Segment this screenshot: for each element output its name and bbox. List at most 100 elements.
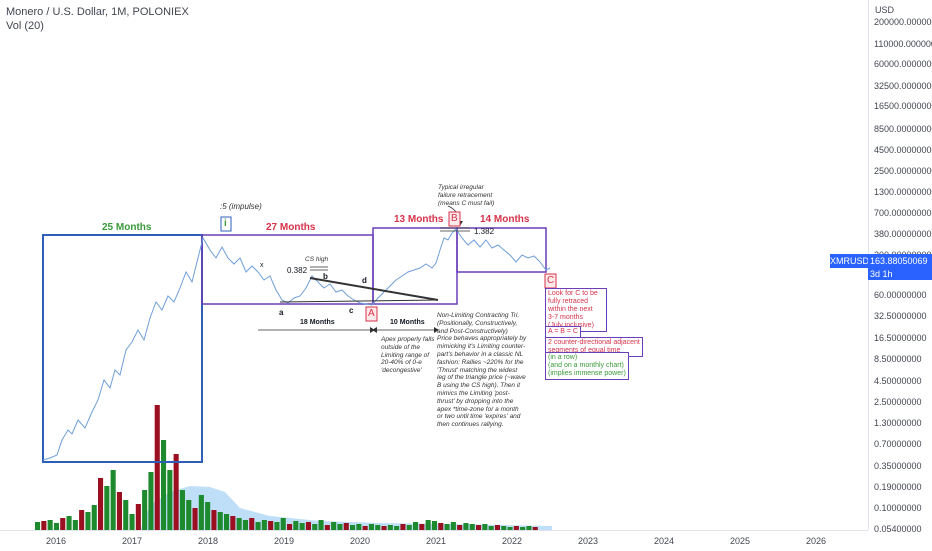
- volume-bar: [469, 524, 475, 530]
- volume-bar: [35, 522, 41, 530]
- volume-bar: [463, 523, 469, 530]
- power-note: (in a row) (and on a monthly chart) (imp…: [545, 352, 629, 380]
- price-tick: 16500.00000000: [874, 101, 932, 111]
- price-tick: 200000.00000000: [874, 17, 932, 27]
- volume-bar: [400, 524, 406, 530]
- volume-bar: [79, 510, 85, 530]
- chart-header: Monero / U.S. Dollar, 1M, POLONIEX Vol (…: [6, 5, 189, 33]
- volume-bar: [287, 524, 293, 530]
- leg-a-label: a: [279, 308, 284, 317]
- year-tick: 2022: [501, 536, 523, 546]
- label-10-months: 10 Months: [390, 319, 425, 326]
- triangle-lower-line: [279, 299, 439, 303]
- volume-bar: [520, 527, 526, 530]
- volume-bar: [104, 486, 110, 530]
- fib-0382-label: 0.382: [287, 266, 308, 275]
- volume-bar: [482, 524, 488, 530]
- leg-x-label: x: [260, 262, 264, 269]
- year-tick: 2018: [197, 536, 219, 546]
- volume-bar: [494, 525, 500, 530]
- volume-bar: [387, 525, 393, 530]
- box-14-months: [456, 227, 547, 273]
- wave-B-label: B: [451, 213, 458, 224]
- label-25-months: 25 Months: [102, 222, 152, 233]
- volume-bar: [224, 514, 230, 530]
- volume-bar: [161, 440, 167, 530]
- price-tick: 0.10000000: [874, 503, 922, 513]
- volume-bar: [488, 526, 494, 530]
- price-tick: 4.50000000: [874, 376, 922, 386]
- volume-bar: [324, 525, 330, 530]
- year-tick: 2024: [653, 536, 675, 546]
- volume-bar: [186, 500, 192, 530]
- volume-bar: [312, 524, 318, 530]
- volume-bar: [507, 527, 513, 530]
- symbol-label: XMRUSD: [830, 254, 870, 268]
- volume-bar: [242, 520, 248, 530]
- volume-bar: [60, 518, 66, 530]
- triangle-note: Non-Limiting Contracting Tri. (Positiona…: [437, 312, 527, 429]
- box-25-months: [42, 234, 203, 463]
- year-tick: 2023: [577, 536, 599, 546]
- volume-bar: [406, 525, 412, 530]
- apex-note: Apex properly falls outside of the Limit…: [381, 336, 435, 375]
- volume-bar: [179, 490, 185, 530]
- volume-bar: [261, 520, 267, 530]
- volume-bar: [293, 521, 299, 530]
- year-tick: 2019: [273, 536, 295, 546]
- volume-bar: [532, 527, 538, 530]
- volume-bar: [98, 478, 104, 530]
- year-tick: 2026: [805, 536, 827, 546]
- volume-bar: [192, 508, 198, 530]
- volume-bar: [230, 516, 236, 530]
- price-tick: 2.50000000: [874, 397, 922, 407]
- price-tick: 60.00000000: [874, 290, 927, 300]
- volume-bar: [280, 518, 286, 530]
- volume-bar: [198, 495, 204, 530]
- volume-bar: [476, 525, 482, 530]
- price-tick: 0.35000000: [874, 461, 922, 471]
- indicator-label[interactable]: Vol (20): [6, 20, 44, 32]
- volume-bar: [438, 523, 444, 530]
- volume-bar: [444, 524, 450, 530]
- year-tick: 2025: [729, 536, 751, 546]
- volume-bar: [274, 522, 280, 530]
- volume-bar: [431, 521, 437, 530]
- price-tick: 2500.00000000: [874, 166, 932, 176]
- label-13-months: 13 Months: [394, 214, 444, 225]
- volume-bar: [343, 523, 349, 530]
- volume-bar: [419, 524, 425, 530]
- volume-bar: [41, 521, 47, 530]
- price-tick: 700.00000000: [874, 208, 932, 218]
- cs-high-label: CS high: [305, 256, 329, 263]
- volume-bars: [35, 405, 538, 530]
- volume-bar: [205, 502, 211, 530]
- volume-bar: [368, 524, 374, 530]
- volume-bar: [249, 518, 255, 530]
- look-for-c-note: Look for C to be fully retraced within t…: [545, 288, 607, 332]
- volume-bar: [362, 526, 368, 530]
- year-tick: 2016: [45, 536, 67, 546]
- price-line: [42, 228, 551, 461]
- volume-ma-area: [140, 486, 552, 530]
- label-14-months: 14 Months: [480, 214, 530, 225]
- volume-bar: [116, 492, 122, 530]
- year-tick: 2017: [121, 536, 143, 546]
- leg-d-label: d: [362, 276, 367, 285]
- volume-bar: [142, 490, 148, 530]
- price-tick: 0.19000000: [874, 482, 922, 492]
- price-tick: 32500.00000000: [874, 81, 932, 91]
- label-27-months: 27 Months: [266, 222, 316, 233]
- price-tick: 32.50000000: [874, 311, 927, 321]
- volume-bar: [450, 522, 456, 530]
- volume-bar: [425, 520, 431, 530]
- volume-bar: [337, 524, 343, 530]
- volume-bar: [513, 526, 519, 530]
- wave-A-label: A: [368, 308, 375, 319]
- time-axis[interactable]: 2016 2017 2018 2019 2020 2021 2022 2023 2024 2025…: [0, 530, 868, 551]
- price-tick: 110000.00000000: [874, 39, 932, 49]
- volume-bar: [255, 522, 261, 530]
- volume-bar: [217, 512, 223, 530]
- volume-bar: [110, 470, 116, 530]
